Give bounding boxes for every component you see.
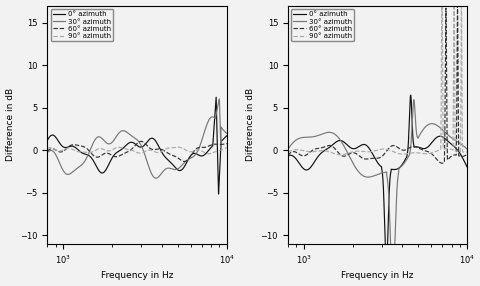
Legend: 0° azimuth, 30° azimuth, 60° azimuth, 90° azimuth: 0° azimuth, 30° azimuth, 60° azimuth, 90…	[51, 9, 113, 41]
0° azimuth	[220, 137, 226, 141]
90° azimuth	[460, 150, 466, 154]
60° azimuth	[201, 146, 206, 149]
60° azimuth	[454, 1, 459, 4]
0° azimuth	[284, 154, 290, 157]
30° azimuth	[224, 132, 229, 135]
0° azimuth	[201, 154, 206, 157]
30° azimuth	[353, 168, 359, 171]
90° azimuth	[353, 149, 359, 153]
60° azimuth	[113, 155, 119, 158]
0° azimuth	[65, 145, 71, 149]
90° azimuth	[121, 147, 127, 150]
0° azimuth	[315, 154, 321, 157]
90° azimuth	[75, 150, 81, 154]
30° azimuth	[216, 97, 222, 101]
90° azimuth	[361, 150, 367, 153]
60° azimuth	[305, 152, 311, 155]
Line: 60° azimuth: 60° azimuth	[287, 2, 467, 163]
60° azimuth	[224, 142, 229, 145]
60° azimuth	[315, 146, 321, 150]
0° azimuth	[215, 192, 221, 196]
0° azimuth	[75, 148, 81, 152]
90° azimuth	[337, 153, 343, 156]
Line: 60° azimuth: 60° azimuth	[47, 141, 227, 162]
90° azimuth	[284, 150, 290, 154]
0° azimuth	[121, 146, 127, 149]
90° azimuth	[315, 149, 321, 153]
90° azimuth	[201, 151, 206, 154]
30° azimuth	[389, 280, 395, 283]
90° azimuth	[175, 146, 181, 149]
90° azimuth	[224, 146, 229, 149]
60° azimuth	[464, 152, 469, 156]
X-axis label: Frequency in Hz: Frequency in Hz	[341, 271, 413, 281]
60° azimuth	[361, 157, 367, 160]
0° azimuth	[213, 96, 218, 99]
X-axis label: Frequency in Hz: Frequency in Hz	[101, 271, 173, 281]
30° azimuth	[284, 148, 290, 151]
30° azimuth	[460, 144, 466, 148]
60° azimuth	[121, 152, 127, 155]
Line: 30° azimuth: 30° azimuth	[287, 100, 467, 282]
30° azimuth	[201, 131, 206, 135]
Y-axis label: Difference in dB: Difference in dB	[246, 88, 254, 161]
30° azimuth	[464, 148, 469, 151]
Line: 30° azimuth: 30° azimuth	[47, 99, 227, 178]
30° azimuth	[121, 129, 127, 132]
60° azimuth	[353, 152, 359, 156]
90° azimuth	[44, 146, 50, 150]
60° azimuth	[284, 153, 290, 157]
0° azimuth	[464, 166, 469, 169]
30° azimuth	[75, 166, 81, 169]
30° azimuth	[361, 175, 367, 178]
60° azimuth	[138, 140, 144, 143]
0° azimuth	[407, 94, 413, 97]
90° azimuth	[65, 146, 71, 150]
30° azimuth	[65, 173, 71, 176]
60° azimuth	[44, 149, 50, 153]
90° azimuth	[305, 150, 311, 153]
60° azimuth	[181, 160, 187, 163]
30° azimuth	[113, 135, 119, 138]
60° azimuth	[75, 144, 81, 147]
60° azimuth	[460, 154, 466, 158]
30° azimuth	[315, 134, 321, 137]
0° azimuth	[383, 265, 388, 268]
0° azimuth	[460, 159, 466, 162]
Line: 90° azimuth: 90° azimuth	[47, 147, 227, 154]
0° azimuth	[305, 168, 311, 171]
30° azimuth	[441, 130, 446, 134]
60° azimuth	[220, 142, 226, 146]
60° azimuth	[438, 162, 444, 165]
30° azimuth	[410, 98, 416, 101]
Y-axis label: Difference in dB: Difference in dB	[6, 88, 14, 161]
0° azimuth	[44, 139, 50, 142]
Line: 90° azimuth: 90° azimuth	[287, 0, 467, 155]
60° azimuth	[65, 146, 71, 149]
30° azimuth	[305, 136, 311, 139]
0° azimuth	[361, 143, 367, 146]
Legend: 0° azimuth, 30° azimuth, 60° azimuth, 90° azimuth: 0° azimuth, 30° azimuth, 60° azimuth, 90…	[291, 9, 353, 41]
0° azimuth	[113, 151, 119, 155]
90° azimuth	[205, 152, 211, 156]
0° azimuth	[224, 134, 229, 138]
90° azimuth	[464, 150, 469, 154]
60° azimuth	[441, 150, 446, 153]
30° azimuth	[153, 176, 158, 180]
30° azimuth	[220, 128, 226, 132]
Line: 0° azimuth: 0° azimuth	[47, 97, 227, 194]
0° azimuth	[441, 137, 446, 140]
0° azimuth	[353, 146, 359, 150]
90° azimuth	[220, 148, 226, 151]
30° azimuth	[44, 151, 50, 154]
90° azimuth	[113, 146, 119, 149]
Line: 0° azimuth: 0° azimuth	[287, 95, 467, 267]
90° azimuth	[441, 147, 446, 150]
